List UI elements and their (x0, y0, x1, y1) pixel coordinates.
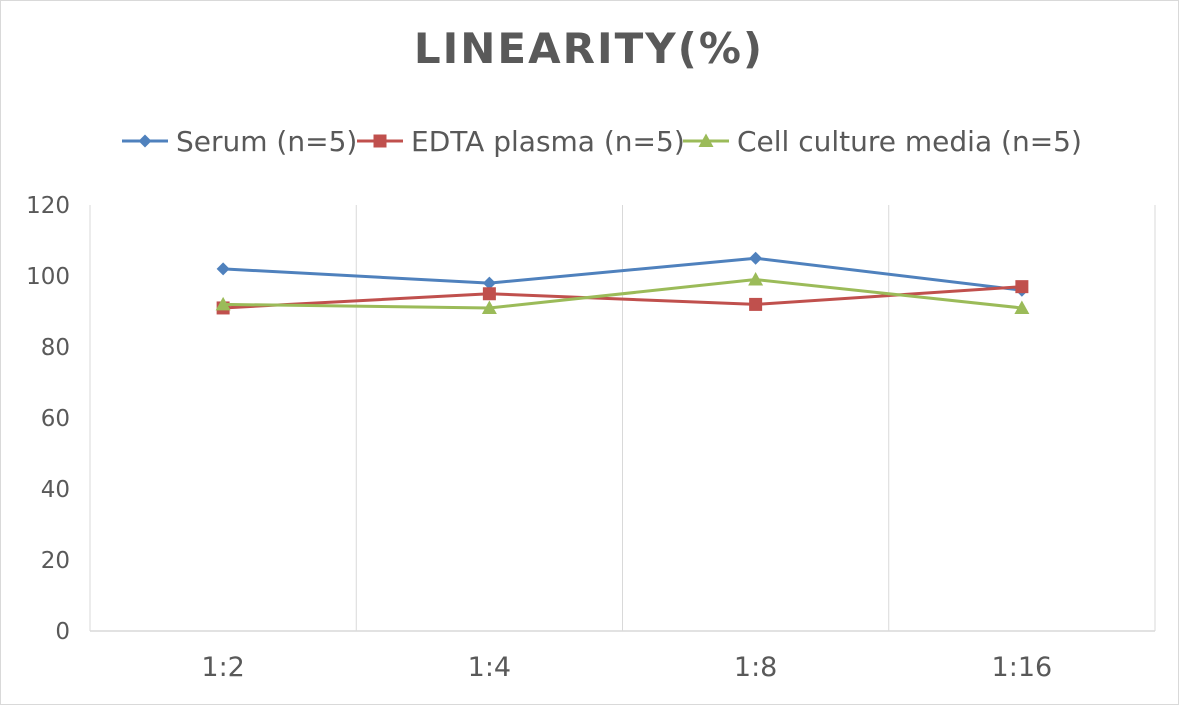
series-0 (216, 251, 1029, 297)
x-tick-label: 1:16 (992, 652, 1053, 683)
y-tick-label: 60 (41, 406, 70, 432)
y-tick-label: 80 (41, 335, 70, 361)
data-point (482, 276, 496, 290)
legend-marker (698, 133, 714, 147)
x-tick-label: 1:2 (201, 652, 244, 683)
data-point (216, 262, 230, 276)
x-axis-ticks: 1:2 1:4 1:8 1:16 (201, 652, 1052, 683)
legend-marker (138, 134, 152, 148)
x-tick-label: 1:4 (468, 652, 511, 683)
chart-title: LINEARITY(%) (414, 24, 764, 73)
legend-label: Cell culture media (n=5) (737, 125, 1082, 158)
legend-label: Serum (n=5) (176, 125, 357, 158)
y-axis-ticks: 0 20 40 60 80 100 120 (26, 193, 70, 645)
data-point (481, 300, 497, 314)
y-tick-label: 20 (41, 548, 70, 574)
y-tick-label: 100 (26, 264, 70, 290)
series-line (223, 278, 1023, 310)
data-point (749, 297, 763, 311)
x-tick-label: 1:8 (734, 652, 777, 683)
legend-item: Cell culture media (n=5) (683, 125, 1082, 158)
legend-item: Serum (n=5) (122, 125, 357, 158)
data-point (749, 251, 763, 265)
data-point (1015, 280, 1029, 294)
legend: Serum (n=5) EDTA plasma (n=5) Cell culture… (122, 125, 1082, 158)
legend-marker (373, 134, 387, 148)
legend-label: EDTA plasma (n=5) (411, 125, 685, 158)
y-tick-label: 120 (26, 193, 70, 219)
data-point (748, 272, 764, 286)
y-tick-label: 40 (41, 477, 70, 503)
data-point (215, 296, 231, 311)
data-point (1014, 300, 1030, 314)
legend-item: EDTA plasma (n=5) (357, 125, 685, 158)
series-layer (215, 251, 1030, 315)
y-tick-label: 0 (55, 619, 70, 645)
series-2 (215, 272, 1030, 314)
data-point (482, 287, 496, 301)
series-line (223, 256, 1023, 292)
series-line (223, 285, 1022, 310)
